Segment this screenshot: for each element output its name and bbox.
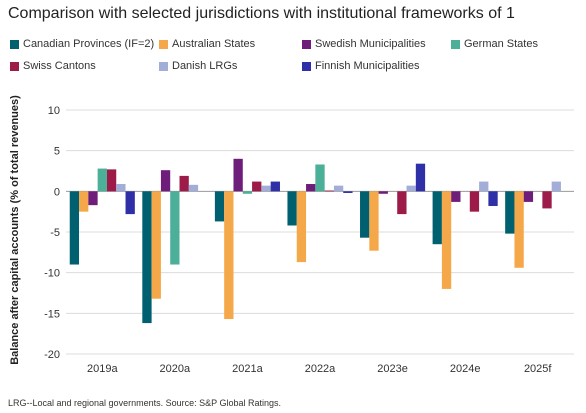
legend-item-danish-lrgs: Danish LRGs [159,60,237,72]
bar [224,191,234,320]
bar [170,191,180,265]
bar [306,184,316,192]
legend-label: Danish LRGs [172,60,238,72]
legend-label: Canadian Provinces (IF=2) [23,38,155,50]
bar [441,191,452,289]
bar [160,170,171,192]
bar [233,158,243,192]
bar [261,185,271,192]
legend-item-german-states: German States [451,38,538,50]
bar [432,191,442,245]
x-tick-label: 2020a [160,363,191,375]
bar [324,190,334,192]
legend-swatch [159,39,168,49]
legend-swatch [302,61,311,71]
bar [523,191,534,202]
legend-swatch [10,39,19,49]
x-tick-label: 2023e [377,363,408,375]
bar [369,191,379,251]
y-axis-ticks: 10 5 0 -5 -10 -15 -20 [44,105,60,361]
bar [106,169,117,192]
chart-title: Comparison with selected jurisdictions w… [8,5,515,22]
bar [151,191,161,299]
legend-item-swedish-municipalities: Swedish Municipalities [302,38,426,50]
legend-label: Swiss Cantons [23,60,96,72]
bar [242,191,253,194]
y-tick-label: 0 [54,186,60,198]
bar [142,191,152,324]
bar [551,181,561,192]
x-tick-label: 2021a [232,363,263,375]
bar [488,191,498,206]
bar [451,191,461,202]
bar [397,191,407,215]
bar [315,164,325,192]
bar [69,191,80,265]
y-tick-label: 5 [54,146,60,158]
x-tick-label: 2024e [450,363,481,375]
legend-label: German States [464,38,538,50]
bar [270,181,280,192]
x-tick-label: 2019a [87,363,118,375]
bar [116,184,126,192]
bars [69,158,561,324]
bar [479,181,489,192]
bar [179,175,189,192]
x-axis-ticks: 2019a 2020a 2021a 2022a 2023e 2024e 2025f [87,363,552,375]
bar [343,191,353,193]
x-tick-label: 2022a [305,363,336,375]
bar [542,191,552,209]
legend-label: Australian States [172,38,256,50]
x-tick-label: 2025f [524,363,552,375]
y-tick-label: 10 [48,105,60,117]
bar [125,191,135,215]
y-tick-label: -10 [44,268,60,280]
bar [378,191,388,194]
bar [296,191,307,263]
legend-swatch [10,61,19,71]
legend-swatch [451,39,460,49]
bar [514,191,524,268]
legend-item-swiss-cantons: Swiss Cantons [10,60,96,72]
bar [287,191,297,226]
y-tick-label: -20 [44,349,60,361]
bar [469,191,480,212]
bar [97,168,107,192]
bar [188,184,199,192]
legend-label: Swedish Municipalities [315,38,426,50]
legend-label: Finnish Municipalities [315,60,420,72]
y-tick-label: -15 [44,308,60,320]
bar [79,191,89,212]
bar [333,185,344,192]
bar [252,181,262,192]
bar [415,163,426,192]
bar [88,191,98,206]
y-tick-label: -5 [50,227,60,239]
legend-swatch [302,39,311,49]
bar [214,191,225,222]
legend-swatch [159,61,168,71]
legend-item-canadian-provinces: Canadian Provinces (IF=2) [10,38,154,50]
footnote: LRG--Local and regional governments. Sou… [8,398,281,408]
bar [505,191,515,234]
bar [360,191,370,238]
gridlines [66,109,574,355]
legend-item-finnish-municipalities: Finnish Municipalities [302,60,420,72]
bar [406,185,416,192]
legend-item-australian-states: Australian States [159,38,255,50]
